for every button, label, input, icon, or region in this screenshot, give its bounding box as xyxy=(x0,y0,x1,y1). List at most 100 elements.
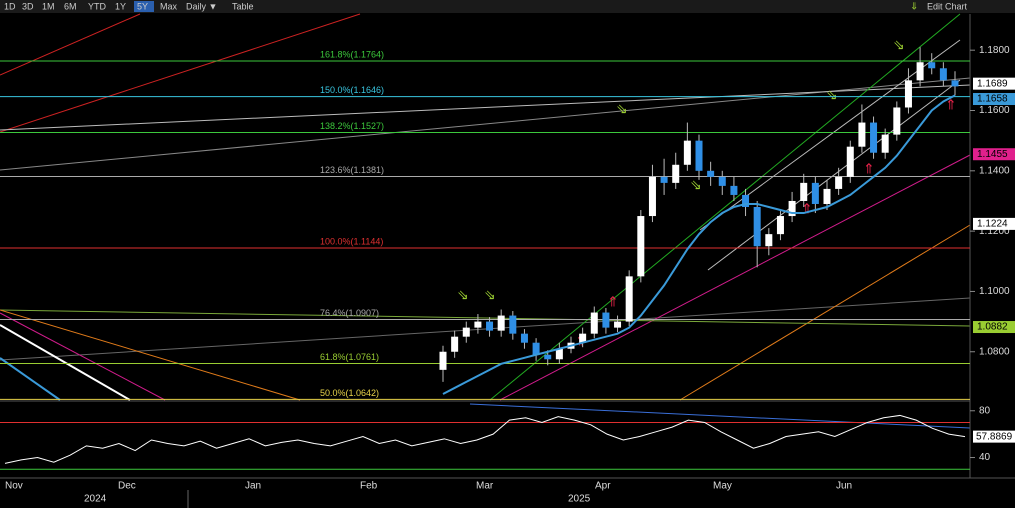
y-tick-label: 1.0800 xyxy=(979,346,1010,357)
candle-body xyxy=(672,164,680,183)
y-tick-label: 1.1000 xyxy=(979,286,1010,297)
rsi-tag: 57.8869 xyxy=(976,431,1013,442)
edit-chart[interactable]: Edit Chart xyxy=(927,1,968,11)
toolbar xyxy=(0,0,1015,13)
price-tag: 1.1455 xyxy=(977,149,1008,160)
active-button-bg xyxy=(134,1,154,12)
candle-body xyxy=(881,134,889,153)
arrow-icon: ⇘ xyxy=(484,287,496,303)
x-tick-label: Mar xyxy=(476,481,494,492)
arrow-icon: ⇑ xyxy=(945,97,957,113)
candle-body xyxy=(823,188,831,204)
range-button[interactable]: 1M xyxy=(42,1,55,11)
candle-body xyxy=(846,146,854,177)
range-button[interactable]: Table xyxy=(232,1,254,11)
arrow-icon: ⇘ xyxy=(457,287,469,303)
candle-body xyxy=(451,336,459,352)
x-tick-label: Feb xyxy=(360,481,378,492)
candle-body xyxy=(858,122,866,147)
candle-body xyxy=(765,234,773,247)
range-button[interactable]: Daily ▼ xyxy=(186,1,217,11)
candle-body xyxy=(660,176,668,183)
price-tag: 1.0882 xyxy=(977,322,1008,333)
candle-body xyxy=(625,276,633,322)
price-tag: 1.1224 xyxy=(977,219,1008,230)
candle-body xyxy=(939,68,947,81)
candle-body xyxy=(800,182,808,201)
year-label: 2024 xyxy=(84,494,107,505)
x-tick-label: Jan xyxy=(245,481,261,492)
candle-body xyxy=(928,62,936,69)
candle-body xyxy=(870,122,878,153)
price-tag-bg xyxy=(973,93,1015,106)
candle-body xyxy=(439,351,447,370)
range-button[interactable]: 6M xyxy=(64,1,77,11)
fib-label: 138.2%(1.1527) xyxy=(320,121,384,131)
y-tick-label: 1.1600 xyxy=(979,105,1010,116)
candle-body xyxy=(555,348,563,360)
fib-label: 123.6%(1.1381) xyxy=(320,165,384,175)
candle-body xyxy=(462,327,470,337)
candle-body xyxy=(916,62,924,81)
candle-body xyxy=(776,216,784,235)
x-tick-label: Jun xyxy=(836,481,852,492)
candle-body xyxy=(497,315,505,331)
fib-label: 150.0%(1.1646) xyxy=(320,85,384,95)
candle-body xyxy=(811,182,819,204)
candle-body xyxy=(520,333,528,343)
candle-body xyxy=(579,333,587,343)
candle-body xyxy=(509,315,517,334)
fib-label: 161.8%(1.1764) xyxy=(320,49,384,59)
candle-body xyxy=(695,140,703,171)
price-tag-bg xyxy=(973,148,1015,161)
range-button[interactable]: 1D xyxy=(4,1,16,11)
candle-body xyxy=(904,80,912,108)
candle-body xyxy=(590,312,598,334)
range-button[interactable]: 1Y xyxy=(115,1,126,11)
arrow-icon: ⇘ xyxy=(616,101,628,117)
fib-label: 50.0%(1.0642) xyxy=(320,388,379,398)
arrow-icon: ⇓ xyxy=(910,2,918,13)
range-button[interactable]: 5Y xyxy=(137,1,148,11)
x-tick-label: Dec xyxy=(118,481,136,492)
price-tag: 1.1689 xyxy=(977,78,1008,89)
rsi-line xyxy=(4,414,966,464)
y-tick-label: 1.1800 xyxy=(979,45,1010,56)
price-tag: 1.1658 xyxy=(977,94,1008,105)
candle-body xyxy=(788,200,796,217)
rsi-tick-label: 80 xyxy=(979,405,991,416)
y-tick-label: 1.1200 xyxy=(979,226,1010,237)
trendlines xyxy=(0,13,971,429)
candle-body xyxy=(742,194,750,207)
candle-body xyxy=(893,107,901,135)
candle-body xyxy=(486,321,494,331)
candle-body xyxy=(544,354,552,360)
arrow-icon: ⇘ xyxy=(826,87,838,103)
candle-body xyxy=(532,342,540,355)
x-tick-label: Apr xyxy=(595,481,611,492)
range-button[interactable]: 3D xyxy=(22,1,34,11)
candle-body xyxy=(648,176,656,217)
arrow-icon: ⇑ xyxy=(607,294,619,310)
fib-label: 76.4%(1.0907) xyxy=(320,308,379,318)
price-tag-bg xyxy=(973,217,1015,230)
candle-body xyxy=(602,312,610,328)
candle-body xyxy=(683,140,691,165)
fib-label: 100.0%(1.1144) xyxy=(320,236,383,246)
candle-body xyxy=(835,176,843,189)
range-button[interactable]: YTD xyxy=(88,1,107,11)
candle-body xyxy=(707,170,715,177)
arrow-icon: ⇘ xyxy=(690,177,702,193)
x-tick-label: Nov xyxy=(5,481,23,492)
candle-body xyxy=(718,176,726,186)
year-label: 2025 xyxy=(568,494,591,505)
candle-body xyxy=(637,216,645,277)
x-tick-label: May xyxy=(713,481,732,492)
price-tag-bg xyxy=(973,77,1015,90)
arrow-icon: ⇑ xyxy=(801,201,813,217)
range-button[interactable]: Max xyxy=(160,1,178,11)
candle-body xyxy=(614,321,622,328)
price-tag-bg xyxy=(973,321,1015,334)
